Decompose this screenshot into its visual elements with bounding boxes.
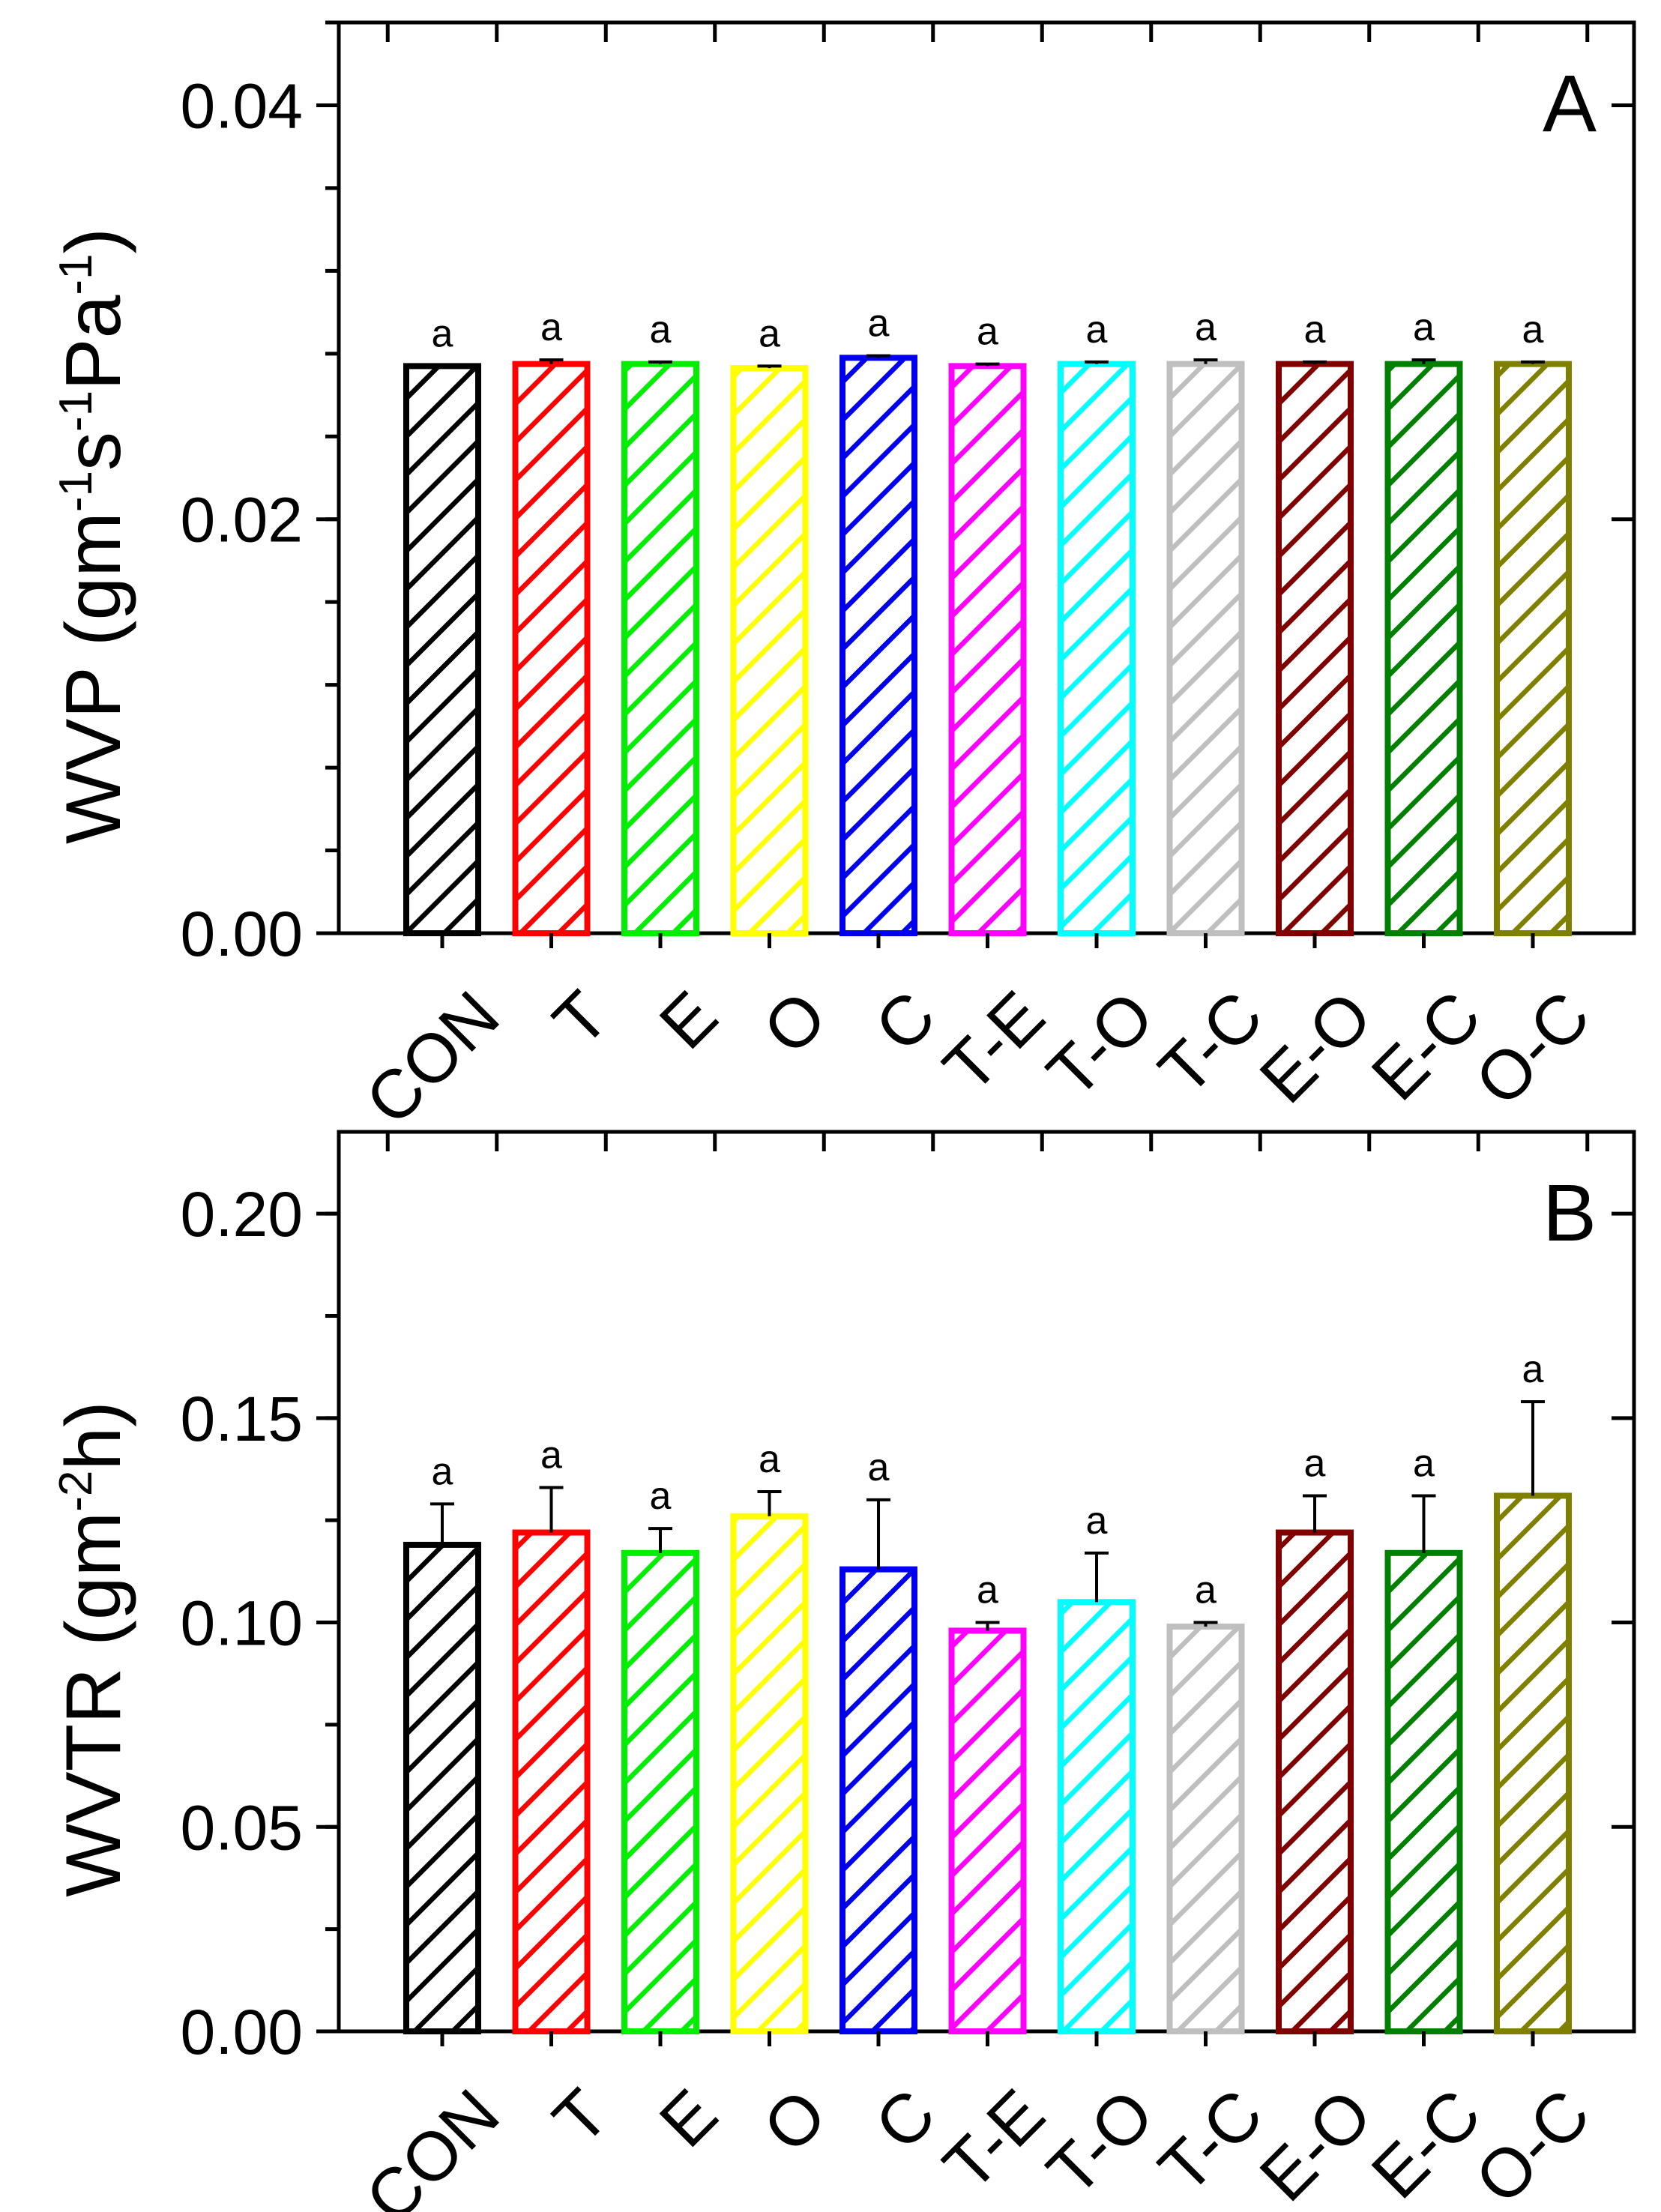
y-tick-label: 0.00 xyxy=(181,1997,304,2067)
significance-label-e-o: a xyxy=(1304,308,1326,352)
significance-label-o: a xyxy=(759,1438,780,1481)
bar-e-o xyxy=(1276,361,1354,936)
bar-t-e xyxy=(948,1627,1027,2035)
significance-label-e-o: a xyxy=(1304,1441,1326,1485)
y-tick-label: 0.10 xyxy=(181,1588,304,1659)
bar-t-c xyxy=(1166,361,1245,936)
bar-e-c xyxy=(1384,361,1463,936)
significance-label-t-c: a xyxy=(1195,306,1217,349)
significance-label-con: a xyxy=(432,1450,453,1493)
x-tick-label-con: CON xyxy=(352,2075,514,2212)
significance-label-t-o: a xyxy=(1086,308,1108,352)
y-tick-label: 0.04 xyxy=(181,70,304,141)
bar-e xyxy=(621,361,699,936)
x-tick-label-e: E xyxy=(645,977,732,1064)
x-tick-label-e-o: E-O xyxy=(1246,977,1387,1118)
significance-label-o-c: a xyxy=(1522,1348,1544,1391)
significance-label-c: a xyxy=(868,302,890,346)
significance-label-t-e: a xyxy=(977,310,998,354)
y-axis-label-b: WVTR (gm-2h) xyxy=(50,1401,137,1897)
y-tick-label: 0.15 xyxy=(181,1384,304,1454)
significance-label-t-e: a xyxy=(977,1569,998,1612)
x-tick-label-o-c: O-C xyxy=(1461,977,1604,1120)
bar-t xyxy=(512,361,591,936)
significance-label-e: a xyxy=(650,308,672,352)
x-tick-label-t-o: T-O xyxy=(1033,977,1169,1112)
x-tick-label-e: E xyxy=(645,2075,732,2162)
x-tick-label-e-o: E-O xyxy=(1246,2075,1387,2212)
y-axis-label-a: WVP (gm-1s-1Pa-1) xyxy=(50,228,137,844)
bar-t-e xyxy=(948,363,1027,936)
bar-c xyxy=(839,355,917,937)
x-tick-label-o: O xyxy=(749,977,841,1069)
significance-label-o: a xyxy=(759,312,780,355)
x-tick-label-o-c: O-C xyxy=(1461,2075,1604,2212)
significance-label-e-c: a xyxy=(1413,306,1435,349)
x-tick-label-t-c: T-C xyxy=(1145,2075,1277,2208)
panel-b: B WVTR (gm-2h) 0.00 0.05 0.10 0.15 0.20 a CON a… xyxy=(50,1130,1636,2212)
x-tick-label-e-c: E-C xyxy=(1357,2075,1495,2212)
x-tick-label-t-e: T-E xyxy=(929,2075,1059,2205)
bar-con xyxy=(403,363,481,936)
bar-e-c xyxy=(1384,1549,1463,2034)
bar-o xyxy=(730,1513,809,2034)
y-tick-label: 0.20 xyxy=(181,1179,304,1250)
y-tick-label: 0.02 xyxy=(181,485,304,555)
bar-e xyxy=(621,1549,699,2034)
bar-t xyxy=(512,1529,591,2034)
x-tick-label-e-c: E-C xyxy=(1357,977,1495,1115)
bar-c xyxy=(839,1566,917,2035)
significance-label-c: a xyxy=(868,1446,890,1489)
significance-label-t: a xyxy=(540,1434,562,1477)
x-tick-label-t-o: T-O xyxy=(1033,2075,1169,2211)
y-tick-label: 0.05 xyxy=(181,1792,304,1863)
significance-label-e-c: a xyxy=(1413,1441,1435,1485)
bar-con xyxy=(403,1541,481,2035)
panel-a: A WVP (gm-1s-1Pa-1) 0.00 0.02 0.04 a CON a Ta E… xyxy=(50,20,1636,1139)
x-tick-label-t-c: T-C xyxy=(1145,977,1277,1109)
y-tick-label: 0.00 xyxy=(181,899,304,969)
bar-o xyxy=(730,365,809,937)
bar-t-o xyxy=(1058,1599,1136,2034)
significance-label-o-c: a xyxy=(1522,308,1544,352)
x-tick-label-con: CON xyxy=(352,977,514,1139)
x-tick-label-t: T xyxy=(539,977,623,1061)
x-tick-label-o: O xyxy=(749,2075,841,2167)
panel-letter-a: A xyxy=(1543,58,1597,148)
bar-t-c xyxy=(1166,1624,1245,2034)
bar-e-o xyxy=(1276,1529,1354,2034)
x-tick-label-t-e: T-E xyxy=(929,977,1059,1106)
significance-label-t-c: a xyxy=(1195,1569,1217,1612)
panel-letter-b: B xyxy=(1543,1167,1597,1258)
bar-o-c xyxy=(1494,1492,1572,2035)
x-tick-label-t: T xyxy=(539,2075,623,2159)
significance-label-e: a xyxy=(650,1474,672,1518)
significance-label-t: a xyxy=(540,306,562,349)
significance-label-t-o: a xyxy=(1086,1499,1108,1543)
significance-label-con: a xyxy=(432,312,453,355)
bar-t-o xyxy=(1058,361,1136,936)
bar-o-c xyxy=(1494,361,1572,936)
